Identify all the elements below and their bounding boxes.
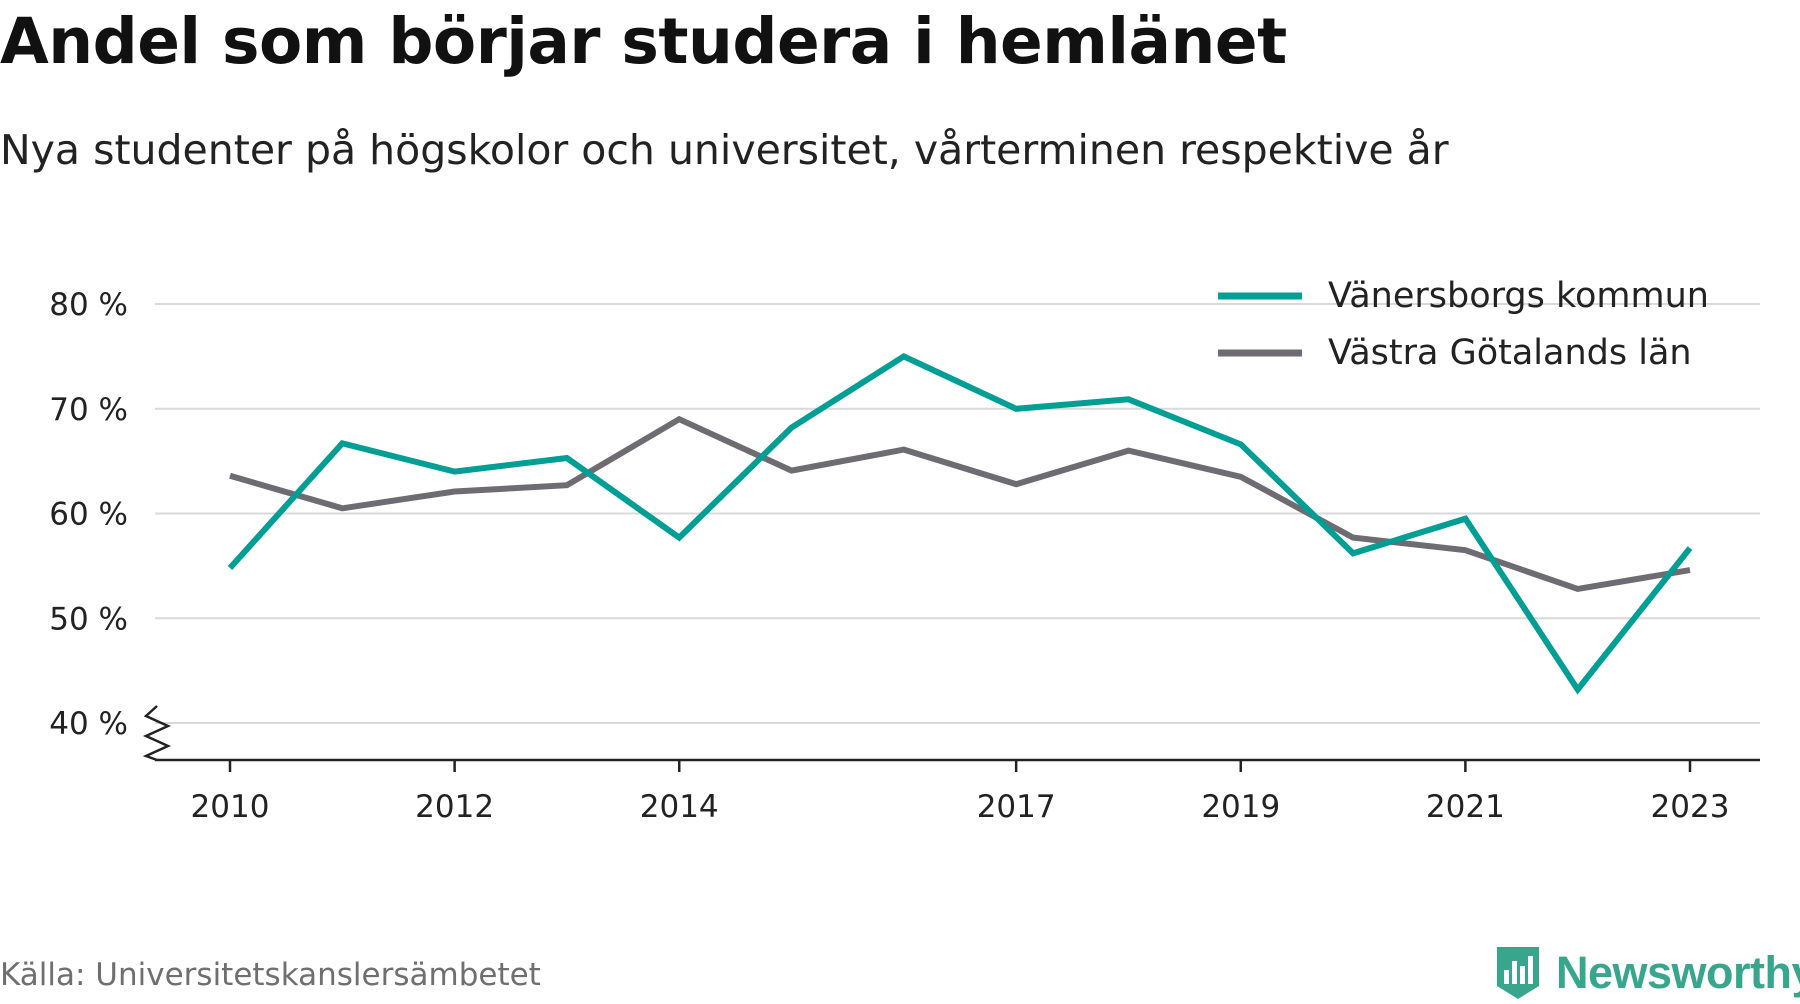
series-line-vastra-gotalands-lan <box>229 415 1691 592</box>
x-tick-label: 2021 <box>1426 789 1505 825</box>
chart-subtitle: Nya studenter på högskolor och universit… <box>0 126 1449 174</box>
x-tick-label: 2019 <box>1201 789 1280 825</box>
x-tick-label: 2014 <box>640 789 719 825</box>
newsworthy-bar-chart-logo-icon <box>1497 947 1539 999</box>
x-tick-label: 2017 <box>977 789 1056 825</box>
source-note: Källa: Universitetskanslersämbetet <box>0 957 541 993</box>
x-tick-label: 2023 <box>1651 789 1730 825</box>
y-tick-label: 50 % <box>49 601 128 637</box>
y-tick-label: 70 % <box>49 392 128 428</box>
x-tick-label: 2012 <box>415 789 494 825</box>
y-tick-label: 60 % <box>49 497 128 533</box>
x-tick-label: 2010 <box>191 789 270 825</box>
legend-label: Vänersborgs kommun <box>1328 276 1709 316</box>
y-tick-label: 80 % <box>49 287 128 323</box>
brand-name: Newsworthy <box>1556 947 1800 998</box>
y-tick-label: 40 % <box>49 706 128 742</box>
chart-title: Andel som börjar studera i hemlänet <box>0 5 1287 78</box>
legend-label: Västra Götalands län <box>1328 333 1692 373</box>
brand-logo: Newsworthy <box>1494 942 1800 1004</box>
axis-break-icon <box>142 705 172 762</box>
series-line-vanersborgs-kommun <box>227 352 1693 695</box>
